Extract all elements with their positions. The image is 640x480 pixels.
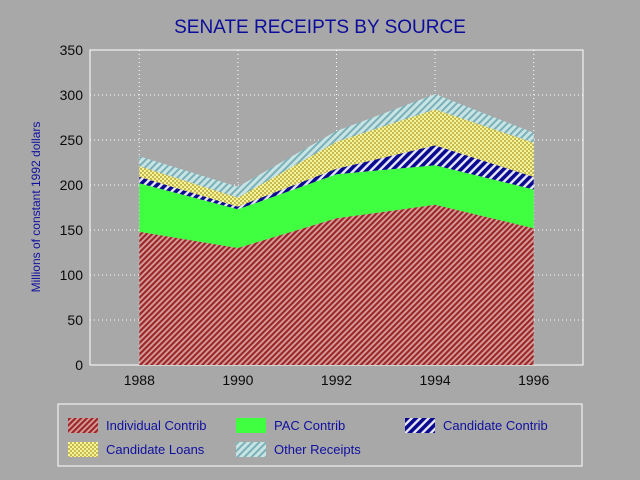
x-axis-ticks: 1988 1990 1992 1994 1996 xyxy=(124,372,550,388)
x-tick-label: 1992 xyxy=(321,372,352,388)
y-tick-label: 0 xyxy=(75,357,83,373)
y-tick-label: 150 xyxy=(60,222,84,238)
legend-box xyxy=(57,403,583,467)
legend-label-3: Candidate Contrib xyxy=(443,418,548,433)
x-tick-label: 1996 xyxy=(518,372,549,388)
legend-label-4: Candidate Loans xyxy=(106,442,205,457)
y-tick-label: 200 xyxy=(60,177,84,193)
legend-swatch-5 xyxy=(236,442,266,457)
y-tick-label: 350 xyxy=(60,42,84,58)
legend-label-5: Other Receipts xyxy=(274,442,361,457)
legend-swatch-4 xyxy=(68,442,98,457)
y-tick-label: 50 xyxy=(67,312,83,328)
legend-label-1: Individual Contrib xyxy=(106,418,206,433)
y-tick-label: 250 xyxy=(60,132,84,148)
legend-label-2: PAC Contrib xyxy=(274,418,345,433)
chart-title: SENATE RECEIPTS BY SOURCE xyxy=(174,17,466,38)
area-series-4 xyxy=(139,109,534,207)
legend-swatch-1 xyxy=(68,418,98,433)
legend: Individual Contrib PAC Contrib Candidate C… xyxy=(57,403,583,467)
area-layers xyxy=(139,94,534,365)
area-series-3 xyxy=(139,145,534,210)
y-tick-label: 300 xyxy=(60,87,84,103)
legend-swatch-3 xyxy=(405,418,435,433)
x-tick-label: 1990 xyxy=(222,372,253,388)
y-tick-label: 100 xyxy=(60,267,84,283)
x-tick-label: 1994 xyxy=(420,372,451,388)
x-tick-label: 1988 xyxy=(124,372,155,388)
y-axis-ticks: 0 50 100 150 200 250 300 350 xyxy=(60,42,84,373)
area-series-2 xyxy=(139,165,534,248)
area-series-1 xyxy=(139,204,534,365)
legend-swatch-2 xyxy=(236,418,266,433)
y-axis-label: Millions of constant 1992 dollars xyxy=(29,122,43,293)
